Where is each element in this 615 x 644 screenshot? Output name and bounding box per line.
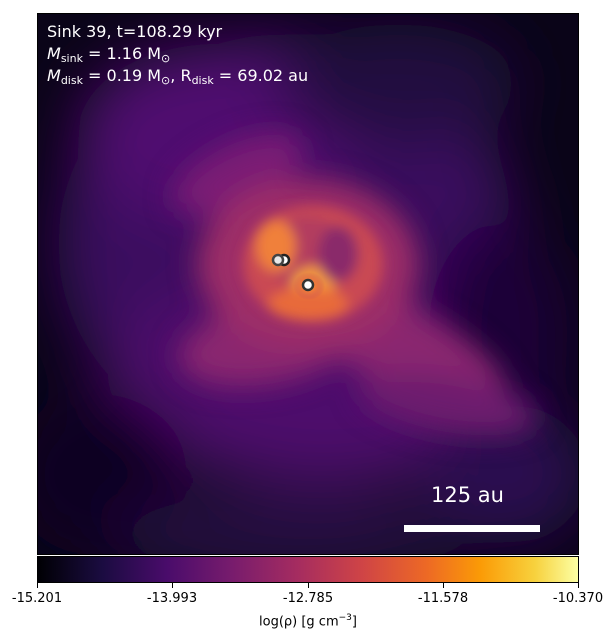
disk-properties-line: Mdisk = 0.19 M⊙, Rdisk = 69.02 au — [47, 66, 309, 87]
colorbar-tick-label: -12.785 — [282, 591, 334, 606]
colorbar-tick-label: -13.993 — [146, 591, 198, 606]
colorbar-tick-label: -15.201 — [11, 591, 63, 606]
sink-title: Sink 39, t=108.29 kyr — [47, 22, 223, 41]
density-render — [38, 14, 578, 554]
sink-marker — [301, 278, 315, 292]
colorbar-tick — [172, 583, 173, 588]
colorbar — [37, 556, 579, 583]
colorbar-tick-label: -10.370 — [552, 591, 604, 606]
colorbar-tick-label: -11.578 — [417, 591, 469, 606]
colorbar-label: log(ρ) [g cm−3] — [259, 613, 357, 630]
sink-mass-line: Msink = 1.16 M⊙ — [47, 44, 171, 65]
scale-bar — [404, 525, 540, 532]
colorbar-tick — [443, 583, 444, 588]
sink-marker — [271, 253, 285, 267]
scale-bar-label: 125 au — [431, 483, 504, 507]
colorbar-tick — [308, 583, 309, 588]
colorbar-tick — [578, 583, 579, 588]
sink-particle-markers — [271, 253, 315, 292]
colorbar-tick — [37, 583, 38, 588]
density-map: Sink 39, t=108.29 kyr Msink = 1.16 M⊙ Md… — [37, 13, 579, 555]
